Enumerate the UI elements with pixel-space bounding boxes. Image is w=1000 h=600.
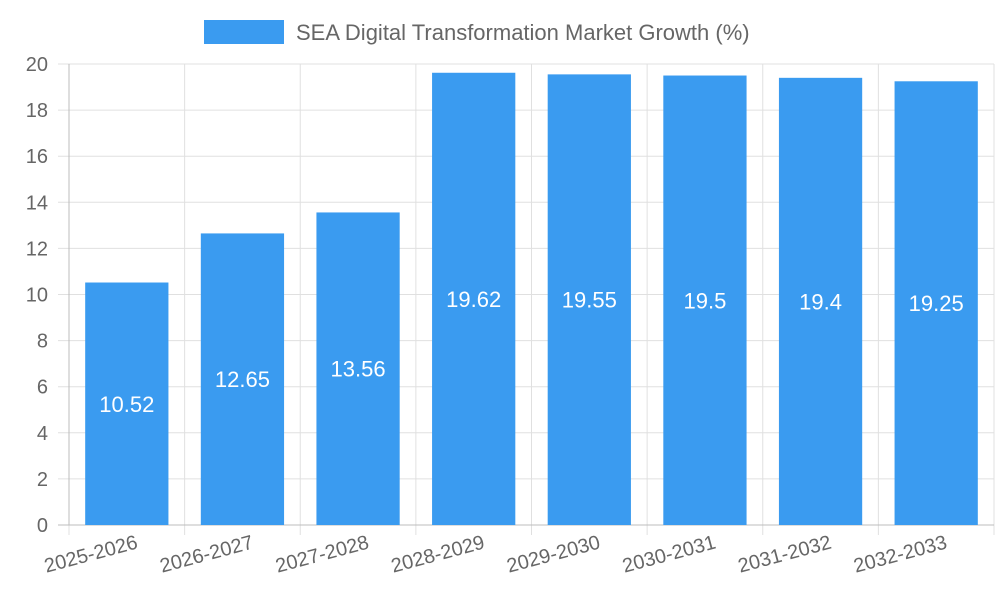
y-tick-label: 10 — [26, 285, 48, 307]
y-tick-label: 14 — [26, 192, 48, 214]
y-tick-label: 16 — [26, 146, 48, 168]
legend-swatch — [204, 20, 284, 44]
y-tick-label: 4 — [37, 423, 48, 445]
x-tick-label: 2027-2028 — [273, 532, 371, 578]
x-tick-label: 2032-2033 — [851, 532, 949, 578]
bar-value-label: 19.25 — [909, 291, 964, 316]
y-axis-tick-labels: 0 2 4 6 8 10 12 14 16 18 20 — [26, 54, 48, 537]
y-tick-label: 18 — [26, 100, 48, 122]
bar-value-label: 19.5 — [684, 288, 727, 313]
bar[interactable] — [85, 282, 169, 525]
y-tick-label: 20 — [26, 54, 48, 76]
bar[interactable] — [316, 212, 400, 525]
bar-value-label: 19.4 — [799, 289, 842, 314]
bar-value-label: 13.56 — [331, 357, 386, 382]
y-tick-label: 12 — [26, 238, 48, 260]
x-tick-label: 2025-2026 — [42, 532, 140, 578]
y-tick-label: 0 — [37, 515, 48, 537]
y-tick-label: 8 — [37, 331, 48, 353]
bar-value-label: 19.55 — [562, 288, 617, 313]
bar[interactable] — [547, 74, 631, 525]
bar-value-label: 12.65 — [215, 367, 270, 392]
bars: 10.52 12.65 13.56 19.62 19.55 19.5 19.4 19.25 — [85, 72, 978, 526]
bar[interactable] — [894, 81, 978, 525]
y-tick-label: 2 — [37, 469, 48, 491]
x-tick-label: 2028-2029 — [389, 532, 487, 578]
bar[interactable] — [432, 72, 516, 525]
bar-value-label: 10.52 — [99, 392, 154, 417]
x-axis-tick-labels: 2025-2026 2026-2027 2027-2028 2028-2029 2029… — [42, 532, 949, 578]
x-tick-label: 2029-2030 — [505, 532, 603, 578]
y-tick-label: 6 — [37, 377, 48, 399]
bar-value-label: 19.62 — [446, 287, 501, 312]
x-tick-label: 2031-2032 — [736, 532, 834, 578]
bar[interactable] — [778, 77, 863, 525]
legend-label: SEA Digital Transformation Market Growth… — [296, 20, 750, 45]
legend[interactable]: SEA Digital Transformation Market Growth… — [204, 20, 750, 45]
x-tick-label: 2026-2027 — [158, 532, 256, 578]
x-tick-label: 2030-2031 — [620, 532, 718, 578]
bar[interactable] — [200, 233, 285, 526]
bar[interactable] — [663, 75, 747, 526]
